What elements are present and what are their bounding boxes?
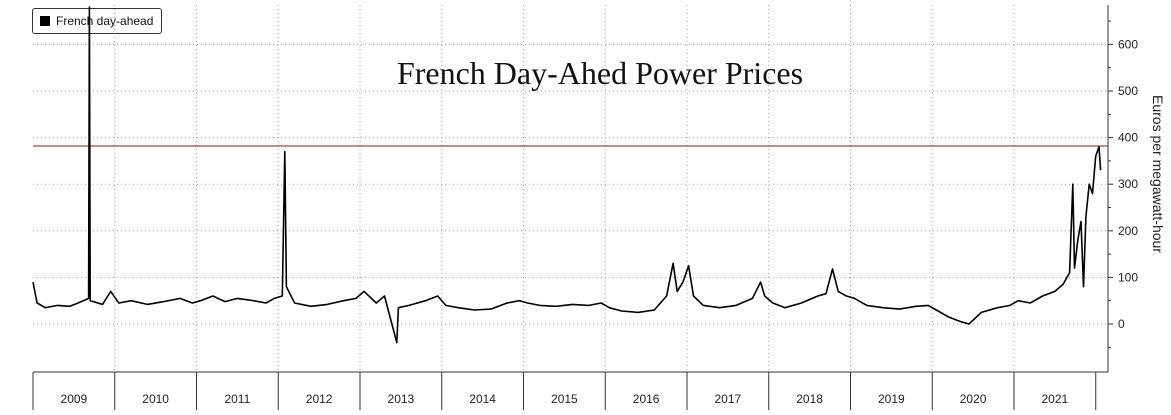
y-tick-label: 100 [1118, 270, 1138, 284]
series-line [32, 6, 1102, 344]
y-tick-label: 300 [1118, 177, 1138, 191]
y-tick-label: 500 [1118, 84, 1138, 98]
x-tick-label: 2017 [715, 392, 742, 406]
legend-swatch [40, 16, 50, 26]
legend: French day-ahead [32, 8, 163, 34]
series-group [32, 6, 1102, 344]
x-tick-label: 2010 [142, 392, 169, 406]
legend-label: French day-ahead [56, 14, 154, 28]
x-tick-label: 2013 [388, 392, 415, 406]
x-tick-label: 2009 [61, 392, 88, 406]
x-tick-label: 2020 [960, 392, 987, 406]
y-tick-label: 400 [1118, 131, 1138, 145]
x-tick-label: 2021 [1042, 392, 1069, 406]
x-tick-label: 2019 [878, 392, 905, 406]
x-tick-label: 2012 [306, 392, 333, 406]
x-tick-label: 2018 [796, 392, 823, 406]
x-tick-label: 2014 [469, 392, 496, 406]
chart-title: French Day-Ahed Power Prices [397, 55, 803, 91]
axes: 0 100 200 300 400 500 600 2009 2010 2011 2012 2013 2… [32, 5, 1138, 410]
x-tick-label: 2011 [224, 392, 250, 406]
y-tick-label: 0 [1118, 317, 1125, 331]
x-tick-label: 2015 [551, 392, 578, 406]
y-tick-label: 200 [1118, 224, 1138, 238]
x-tick-label: 2016 [633, 392, 660, 406]
y-tick-label: 600 [1118, 37, 1138, 51]
y-axis-label: Euros per megawatt-hour [1150, 95, 1166, 253]
